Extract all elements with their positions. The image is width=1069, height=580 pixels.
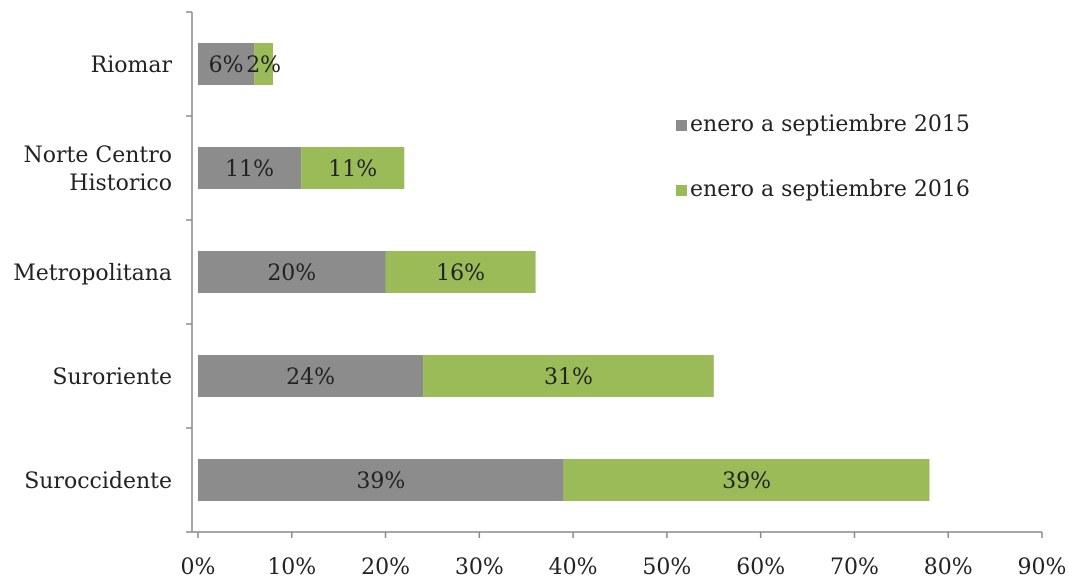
- category-label: Riomar: [91, 53, 173, 78]
- data-label: 6%: [209, 53, 244, 78]
- data-label: 24%: [286, 365, 335, 390]
- value-tick-label: 30%: [455, 555, 504, 580]
- category-label: Suroccidente: [24, 469, 172, 494]
- value-tick-label: 50%: [642, 555, 691, 580]
- legend-label: enero a septiembre 2016: [690, 177, 970, 202]
- data-label: 39%: [356, 469, 405, 494]
- data-label: 16%: [436, 261, 485, 286]
- value-tick-label: 10%: [267, 555, 316, 580]
- value-tick-label: 20%: [361, 555, 410, 580]
- data-label: 11%: [328, 157, 377, 182]
- data-label: 2%: [246, 53, 281, 78]
- data-label: 39%: [722, 469, 771, 494]
- bars-group: 6% 2% 11% 11% 20% 16% 24% 31% 39% 39%: [198, 43, 930, 501]
- category-label: Metropolitana: [13, 261, 172, 286]
- bar-segment-2016: [301, 147, 405, 189]
- data-label: 20%: [267, 261, 316, 286]
- value-tick-label: 0%: [181, 555, 216, 580]
- bar-segment-2015: [198, 355, 424, 397]
- legend-label: enero a septiembre 2015: [690, 112, 970, 137]
- value-tick-label: 90%: [1018, 555, 1067, 580]
- legend-swatch: [676, 185, 687, 196]
- bar-segment-2015: [198, 459, 564, 501]
- legend: enero a septiembre 2015 enero a septiembr…: [676, 112, 970, 202]
- bar-segment-2016: [563, 459, 930, 501]
- data-label: 11%: [225, 157, 274, 182]
- legend-swatch: [676, 120, 687, 131]
- value-axis: 0% 10% 20% 30% 40% 50% 60% 70% 80% 90%: [181, 531, 1067, 580]
- category-axis: Riomar Norte Centro Historico Metropolitana…: [13, 11, 193, 533]
- value-tick-label: 70%: [830, 555, 879, 580]
- bar-segment-2016: [385, 251, 536, 293]
- bar-segment-2015: [198, 43, 255, 85]
- bar-segment-2015: [198, 147, 302, 189]
- data-label: 31%: [544, 365, 593, 390]
- bar-segment-2015: [198, 251, 386, 293]
- value-tick-label: 60%: [736, 555, 785, 580]
- value-tick-label: 40%: [549, 555, 598, 580]
- bar-segment-2016: [423, 355, 714, 397]
- category-label: Suroriente: [52, 365, 172, 390]
- bar-segment-2016: [254, 43, 274, 85]
- category-label: Norte Centro Historico: [24, 143, 173, 196]
- value-tick-label: 80%: [924, 555, 973, 580]
